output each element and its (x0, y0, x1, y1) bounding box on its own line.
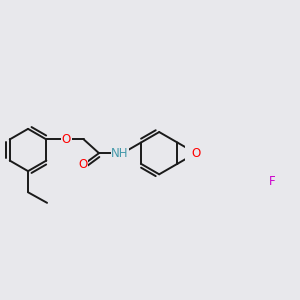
Text: O: O (62, 133, 71, 146)
Text: NH: NH (111, 147, 129, 160)
Text: F: F (269, 175, 275, 188)
Text: O: O (79, 158, 88, 171)
Text: O: O (191, 147, 200, 160)
Text: N: N (191, 147, 200, 160)
